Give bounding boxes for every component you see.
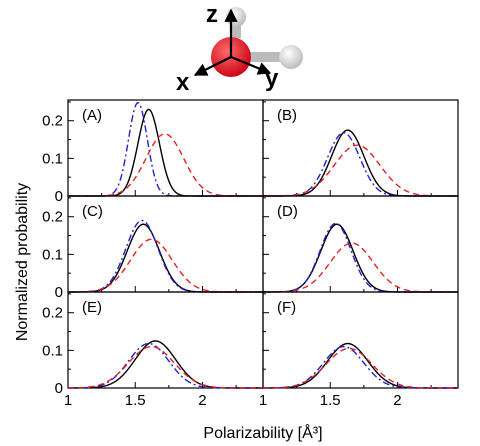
series-black-line: [263, 342, 458, 389]
x-tick-label: 1: [64, 392, 72, 409]
y-tick-label: 0.1: [42, 342, 63, 359]
panel-a: 0 0.1 0.2 (A): [42, 99, 264, 205]
panel-frame: [262, 291, 459, 389]
series-red-line: [68, 238, 263, 293]
y-tick-label: 0.1: [42, 150, 63, 167]
series-blue-line: [263, 222, 458, 293]
y-axis-arrow: [230, 55, 272, 75]
panel-label: (E): [82, 299, 102, 316]
y-tick-label: 0: [55, 380, 63, 397]
y-tick-label: 0.2: [42, 209, 63, 226]
y-tick-label: 0.1: [42, 246, 63, 263]
series-black-line: [67, 340, 263, 389]
y-axis-label: y: [265, 65, 279, 92]
panel-c: 0 0.1 0.2 (C): [42, 195, 264, 301]
hydrogen-atom-top: [226, 7, 246, 27]
panel-label: (B): [277, 107, 297, 124]
series-black-line: [68, 223, 263, 293]
series-black-line: [263, 129, 458, 197]
panel-label: (C): [82, 203, 103, 220]
panel-label: (D): [277, 203, 298, 220]
bond-oh2: [240, 52, 280, 62]
x-axis-title: Polarizability [Å³]: [203, 423, 322, 442]
y-tick-label: 0: [55, 188, 63, 205]
series-red-line: [68, 133, 263, 197]
series-black-line: [263, 223, 458, 293]
panel-label: (F): [277, 299, 296, 316]
panel-f: 1 1.5 2 (F): [259, 291, 459, 409]
hydrogen-atom-right: [279, 45, 303, 69]
panel-b: (B): [262, 99, 459, 197]
x-tick-label: 1.5: [125, 392, 146, 409]
x-tick-label: 1: [259, 392, 267, 409]
panel-label: (A): [82, 107, 102, 124]
series-blue-line: [67, 342, 263, 389]
panel-e: 1 1.5 2 0 0.1 0.2 (E): [42, 291, 264, 409]
y-tick-label: 0: [55, 284, 63, 301]
chart-panels: 0 0.1 0.2 (A) (B) 0 0.1 0.2 (C) (D) 1 1.5 2 0 0.1 0.2 (E…: [42, 99, 459, 409]
x-tick-label: 2: [198, 392, 206, 409]
series-red-line: [67, 345, 263, 389]
x-tick-label: 1.5: [320, 392, 341, 409]
z-axis-label: z: [206, 1, 218, 28]
y-tick-label: 0.2: [42, 305, 63, 322]
series-red-line: [262, 347, 458, 389]
y-axis-title: Normalized probability: [14, 183, 31, 341]
y-tick-label: 0.2: [42, 113, 63, 130]
series-red-line: [263, 144, 458, 197]
x-tick-label: 2: [393, 392, 401, 409]
x-axis-label: x: [176, 69, 190, 96]
series-blue-line: [68, 219, 263, 293]
series-blue-line: [263, 132, 458, 197]
water-molecule: z x y: [176, 1, 303, 96]
x-axis-arrow: [193, 56, 232, 76]
panel-d: (D): [262, 195, 459, 293]
